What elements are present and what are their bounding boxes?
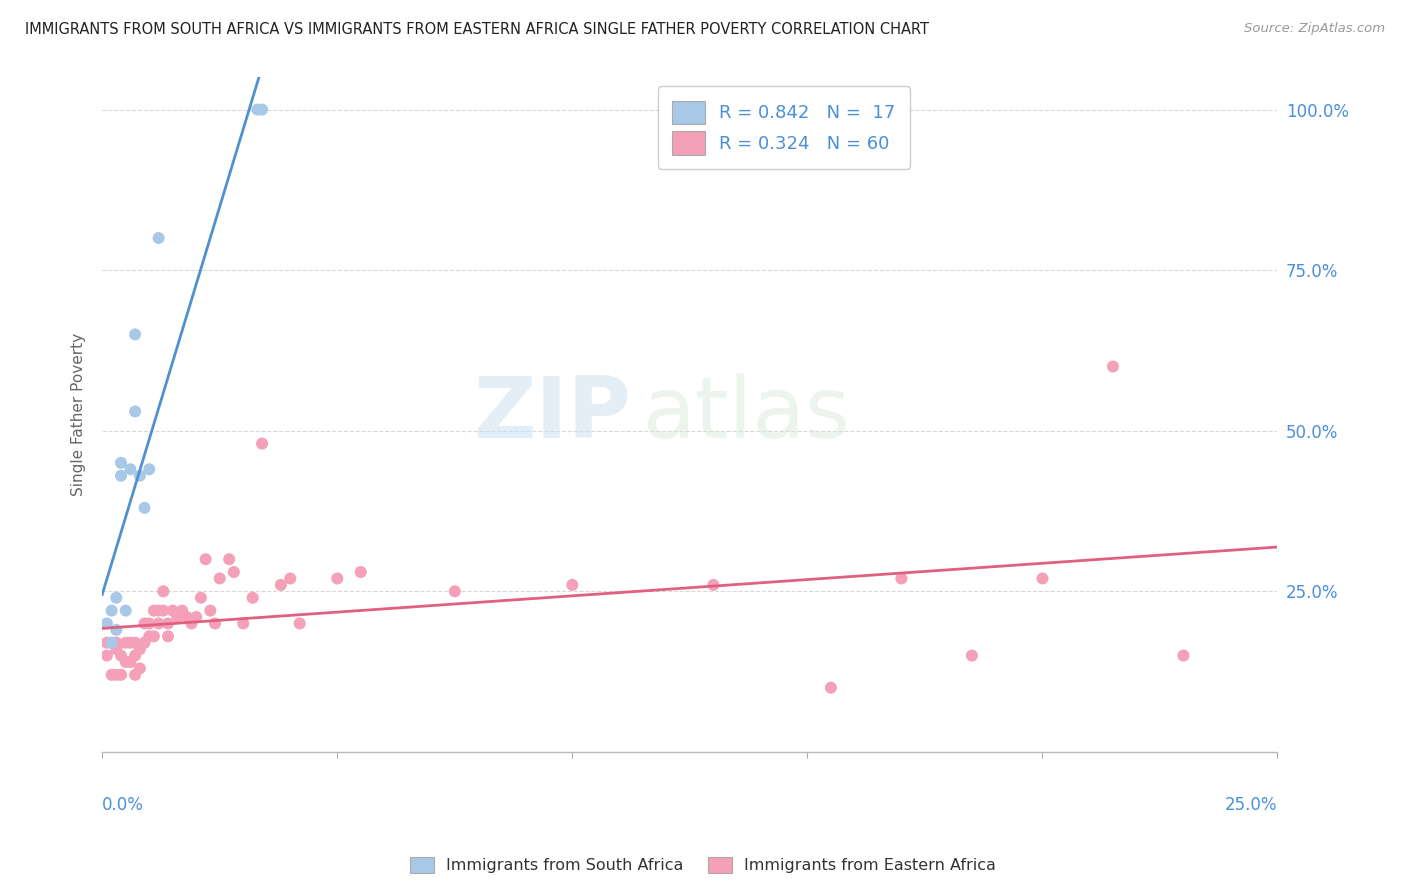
Point (105, 642, 128, 657)
Point (152, 604, 174, 618)
Point (204, 616, 226, 631)
Point (124, 404, 146, 418)
Point (250, 436, 273, 450)
Point (1102, 359, 1125, 374)
Point (157, 616, 180, 631)
Point (890, 572, 912, 586)
Point (148, 616, 170, 631)
Point (120, 655, 142, 669)
Legend: Immigrants from South Africa, Immigrants from Eastern Africa: Immigrants from South Africa, Immigrants… (404, 850, 1002, 880)
Point (190, 591, 212, 605)
Point (208, 572, 231, 586)
Point (162, 604, 184, 618)
Point (100, 636, 122, 650)
Point (114, 604, 136, 618)
Point (120, 636, 142, 650)
Point (176, 610, 198, 624)
Point (218, 552, 240, 566)
Point (180, 616, 202, 631)
Point (124, 648, 146, 663)
Text: atlas: atlas (643, 373, 851, 456)
Point (96, 616, 118, 631)
Point (142, 604, 165, 618)
Point (152, 584, 174, 599)
Point (242, 591, 264, 605)
Point (186, 610, 208, 624)
Point (148, 231, 170, 245)
Point (350, 565, 373, 579)
Point (134, 636, 156, 650)
Point (172, 604, 194, 618)
Point (278, 572, 301, 586)
Text: 25.0%: 25.0% (1225, 796, 1278, 814)
Point (246, 103, 269, 117)
Point (960, 648, 983, 663)
Point (138, 462, 160, 476)
Point (1173, 648, 1195, 663)
Point (326, 572, 349, 586)
Point (561, 578, 583, 592)
Point (288, 616, 311, 631)
Point (96, 636, 118, 650)
Point (96, 648, 118, 663)
Point (142, 629, 165, 643)
Point (128, 642, 150, 657)
Point (100, 604, 122, 618)
Point (100, 636, 122, 650)
Text: Source: ZipAtlas.com: Source: ZipAtlas.com (1244, 22, 1385, 36)
Point (120, 462, 142, 476)
Point (232, 616, 254, 631)
Point (105, 636, 128, 650)
Point (270, 578, 292, 592)
Point (100, 668, 122, 682)
Point (443, 584, 465, 599)
Point (250, 103, 273, 117)
Point (194, 552, 217, 566)
Point (124, 636, 146, 650)
Point (110, 648, 132, 663)
Y-axis label: Single Father Poverty: Single Father Poverty (72, 333, 86, 496)
Point (702, 578, 724, 592)
Point (110, 456, 132, 470)
Point (138, 616, 160, 631)
Point (105, 591, 128, 605)
Point (138, 629, 160, 643)
Point (105, 623, 128, 637)
Point (222, 565, 245, 579)
Point (114, 655, 136, 669)
Point (124, 668, 146, 682)
Point (128, 468, 150, 483)
Point (166, 610, 188, 624)
Point (200, 604, 222, 618)
Point (134, 500, 156, 515)
Point (820, 681, 842, 695)
Point (110, 668, 132, 682)
Point (148, 604, 170, 618)
Point (128, 661, 150, 675)
Point (105, 668, 128, 682)
Text: ZIP: ZIP (474, 373, 631, 456)
Point (124, 327, 146, 342)
Point (157, 629, 180, 643)
Legend: R = 0.842   N =  17, R = 0.324   N = 60: R = 0.842 N = 17, R = 0.324 N = 60 (658, 87, 910, 169)
Text: IMMIGRANTS FROM SOUTH AFRICA VS IMMIGRANTS FROM EASTERN AFRICA SINGLE FATHER POV: IMMIGRANTS FROM SOUTH AFRICA VS IMMIGRAN… (25, 22, 929, 37)
Text: 0.0%: 0.0% (103, 796, 143, 814)
Point (134, 616, 156, 631)
Point (1031, 572, 1053, 586)
Point (110, 468, 132, 483)
Point (114, 636, 136, 650)
